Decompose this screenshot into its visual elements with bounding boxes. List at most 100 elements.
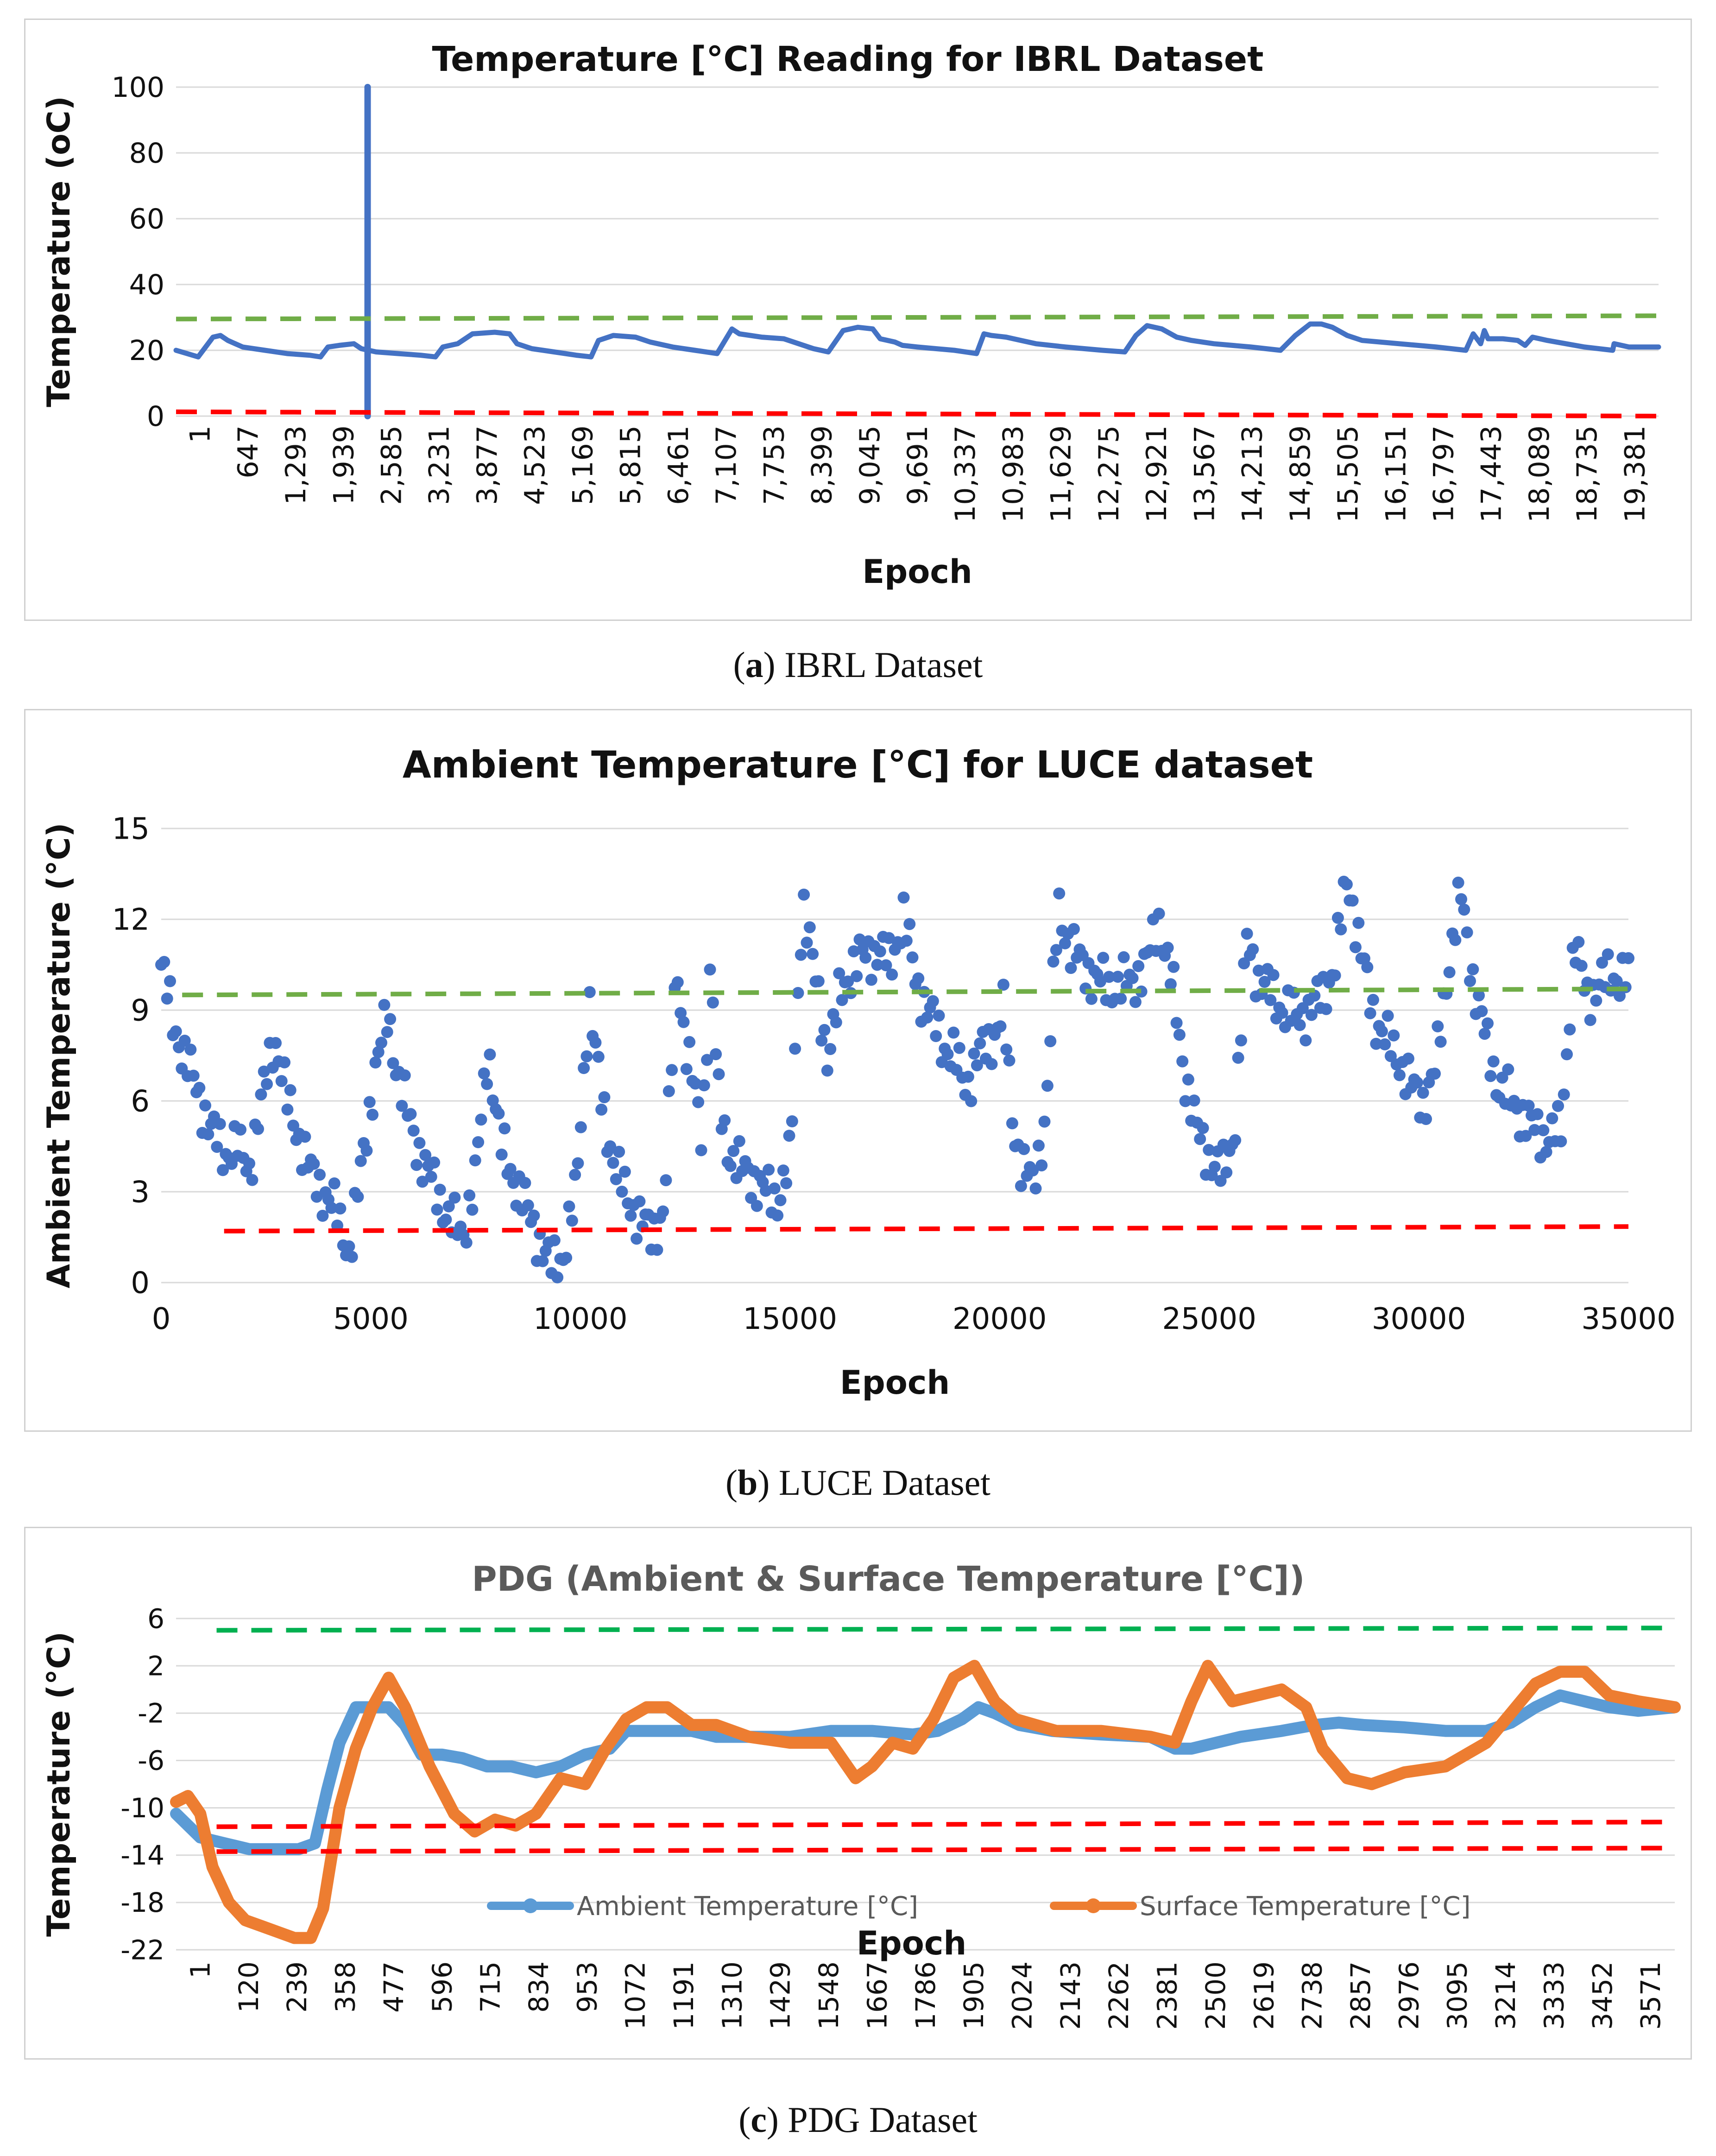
data-point (1197, 1122, 1209, 1134)
x-tick-label: 2381 (1152, 1961, 1183, 2030)
data-point (613, 1145, 625, 1158)
data-point (763, 1163, 775, 1176)
x-tick-label: 19,381 (1619, 425, 1651, 523)
data-point (974, 1037, 986, 1050)
data-point (792, 987, 804, 999)
data-point (1537, 1124, 1550, 1137)
data-point (671, 976, 684, 988)
x-tick-label: 1429 (765, 1961, 796, 2030)
threshold-line (216, 1820, 1675, 1829)
x-tick-label: 2500 (1200, 1961, 1231, 2030)
data-series (173, 321, 1661, 360)
data-point (1484, 1070, 1497, 1082)
caption-letter: c (751, 2099, 767, 2140)
data-point (1429, 1068, 1441, 1080)
data-point (1546, 1112, 1558, 1125)
data-point (900, 935, 913, 947)
threshold-line (182, 986, 1629, 998)
data-point (316, 1209, 329, 1222)
data-point (1264, 994, 1277, 1006)
x-axis-label: Epoch (840, 1364, 950, 1402)
data-point (886, 968, 898, 981)
data-point (1602, 948, 1614, 961)
data-point (1111, 971, 1124, 983)
data-point (701, 1054, 713, 1066)
data-point (1361, 961, 1374, 974)
data-point (821, 1064, 833, 1077)
threshold-line (224, 1224, 1629, 1233)
data-point (662, 1085, 675, 1097)
y-tick-label: 12 (112, 903, 150, 937)
threshold-line (176, 313, 1659, 322)
data-point (598, 1091, 611, 1103)
data-point (774, 1194, 787, 1207)
data-point (1434, 1036, 1447, 1048)
data-point (352, 1190, 364, 1203)
data-point (836, 994, 848, 1006)
x-tick-label: 2262 (1103, 1961, 1135, 2030)
data-point (1584, 1014, 1596, 1026)
data-point (798, 888, 810, 901)
data-point (1610, 975, 1623, 987)
data-point (161, 993, 173, 1005)
x-tick-label: 1786 (910, 1961, 941, 2030)
data-point (801, 936, 813, 949)
data-point (246, 1174, 259, 1186)
data-point (1614, 990, 1626, 1002)
data-point (1117, 951, 1130, 963)
data-point (1006, 1117, 1018, 1130)
data-point (1038, 1115, 1051, 1128)
data-point (1461, 926, 1473, 939)
data-point (202, 1128, 214, 1141)
data-point (751, 1200, 763, 1212)
data-point (569, 1169, 581, 1181)
data-point (434, 1183, 446, 1196)
data-point (299, 1131, 311, 1143)
x-tick-label: 1667 (861, 1961, 893, 2030)
data-point (1476, 1005, 1488, 1018)
data-point (610, 1173, 622, 1185)
x-tick-label: 5000 (333, 1302, 409, 1336)
data-point (618, 1165, 631, 1178)
x-tick-label: 6,461 (662, 425, 695, 505)
data-point (713, 1068, 725, 1081)
data-point (187, 1069, 200, 1082)
data-point (478, 1067, 490, 1080)
data-point (1432, 1020, 1444, 1032)
x-tick-label: 1905 (958, 1961, 990, 2030)
data-point (413, 1137, 426, 1149)
data-point (522, 1199, 534, 1212)
data-point (284, 1084, 297, 1096)
data-point (1531, 1108, 1544, 1120)
data-point (419, 1149, 432, 1161)
data-point (551, 1271, 564, 1283)
x-tick-label: 715 (475, 1961, 506, 2013)
chart-ibrl: Temperature [°C] Reading for IBRL Datase… (41, 39, 1661, 591)
data-point (448, 1191, 461, 1204)
chart-title: Ambient Temperature [°C] for LUCE datase… (403, 743, 1313, 786)
x-tick-label: 3571 (1635, 1961, 1666, 2030)
x-tick-label: 16,797 (1427, 425, 1460, 523)
data-point (1364, 1007, 1376, 1019)
data-point (1340, 878, 1353, 891)
y-tick-label: -14 (120, 1840, 164, 1871)
data-point (704, 963, 716, 976)
data-point (1041, 1080, 1054, 1092)
data-point (484, 1048, 496, 1061)
x-tick-label: 2857 (1345, 1961, 1376, 2030)
caption-text: IBRL Dataset (784, 645, 983, 685)
data-point (1329, 969, 1341, 982)
x-tick-label: 596 (426, 1961, 458, 2013)
data-point (1103, 971, 1115, 983)
data-point (994, 1020, 1007, 1032)
data-point (407, 1125, 420, 1137)
data-point (851, 970, 863, 982)
data-point (580, 1050, 593, 1062)
data-point (416, 1176, 429, 1188)
data-point (1393, 1069, 1406, 1081)
data-point (164, 975, 176, 987)
data-point (1384, 1050, 1397, 1062)
x-tick-label: 1310 (716, 1961, 748, 2030)
data-point (1214, 1175, 1227, 1187)
data-point (1622, 952, 1634, 964)
